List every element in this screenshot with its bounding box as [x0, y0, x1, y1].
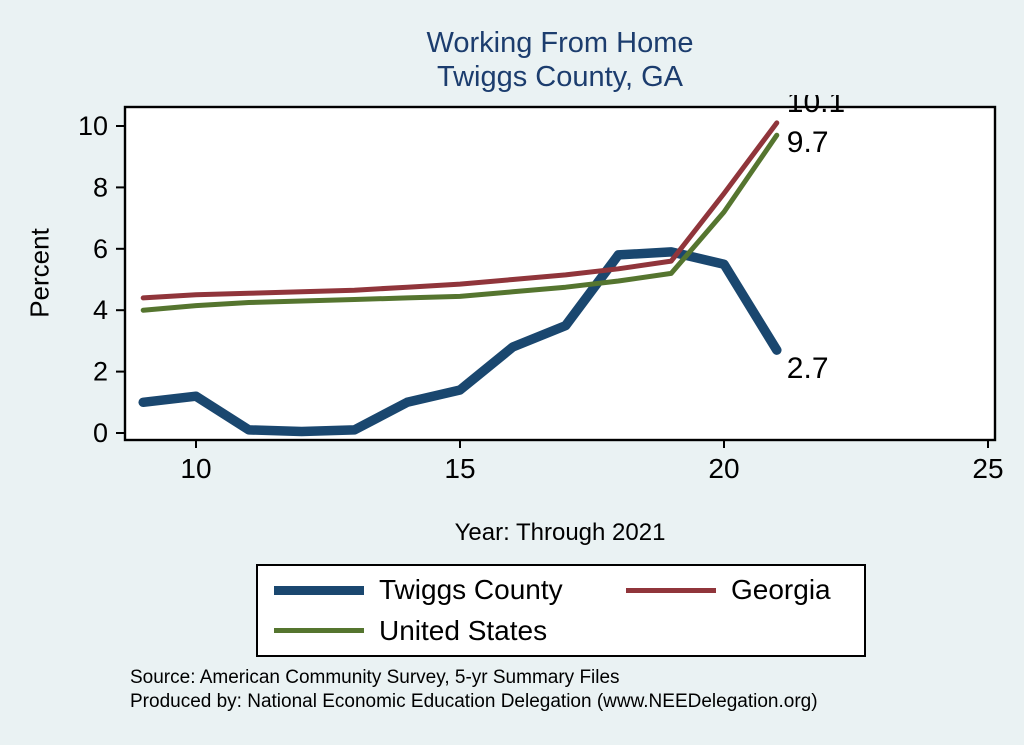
legend-swatch-united-states: [274, 628, 364, 634]
footer: Source: American Community Survey, 5-yr …: [130, 666, 818, 713]
x-tick-label: 25: [972, 453, 1003, 484]
series-line-georgia: [140, 120, 780, 301]
y-tick-label: 6: [93, 234, 108, 264]
y-tick-label: 0: [93, 418, 108, 448]
legend: Twiggs County Georgia United States: [256, 564, 866, 657]
y-tick-label: 8: [93, 172, 108, 202]
legend-item-united-states: United States: [274, 615, 626, 647]
legend-label-georgia: Georgia: [731, 574, 831, 606]
legend-swatch-georgia: [626, 587, 716, 593]
legend-label-united-states: United States: [379, 614, 548, 646]
footer-produced-line: Produced by: National Economic Education…: [130, 690, 818, 712]
chart-title: Working From Home Twiggs County, GA: [125, 26, 995, 94]
end-label-twiggs-county: 2.7: [787, 352, 829, 385]
y-tick-label: 2: [93, 357, 108, 387]
x-tick-label: 10: [180, 453, 211, 484]
legend-label-twiggs-county: Twiggs County: [379, 574, 563, 606]
legend-item-georgia: Georgia: [626, 574, 864, 606]
footer-source-line: Source: American Community Survey, 5-yr …: [130, 667, 620, 688]
legend-swatch-twiggs-county: [274, 585, 364, 596]
y-tick-label: 4: [93, 295, 108, 325]
x-tick-label: 15: [444, 453, 475, 484]
series-line-united-states: [140, 132, 780, 313]
chart-title-line2: Twiggs County, GA: [436, 61, 684, 93]
end-label-united-states: 9.7: [787, 126, 829, 159]
end-label-georgia: 10.1: [787, 95, 845, 119]
series-line-twiggs-county: [138, 247, 782, 437]
y-tick-label: 10: [78, 111, 108, 141]
legend-item-twiggs-county: Twiggs County: [274, 574, 626, 606]
chart-title-line1: Working From Home: [426, 27, 694, 59]
x-axis-label: Year: Through 2021: [454, 519, 666, 546]
plot-area: 0 2 4 6 8 10 10 15 20 25 2.7 10.1 9.7: [78, 95, 1004, 484]
x-tick-label: 20: [708, 453, 739, 484]
